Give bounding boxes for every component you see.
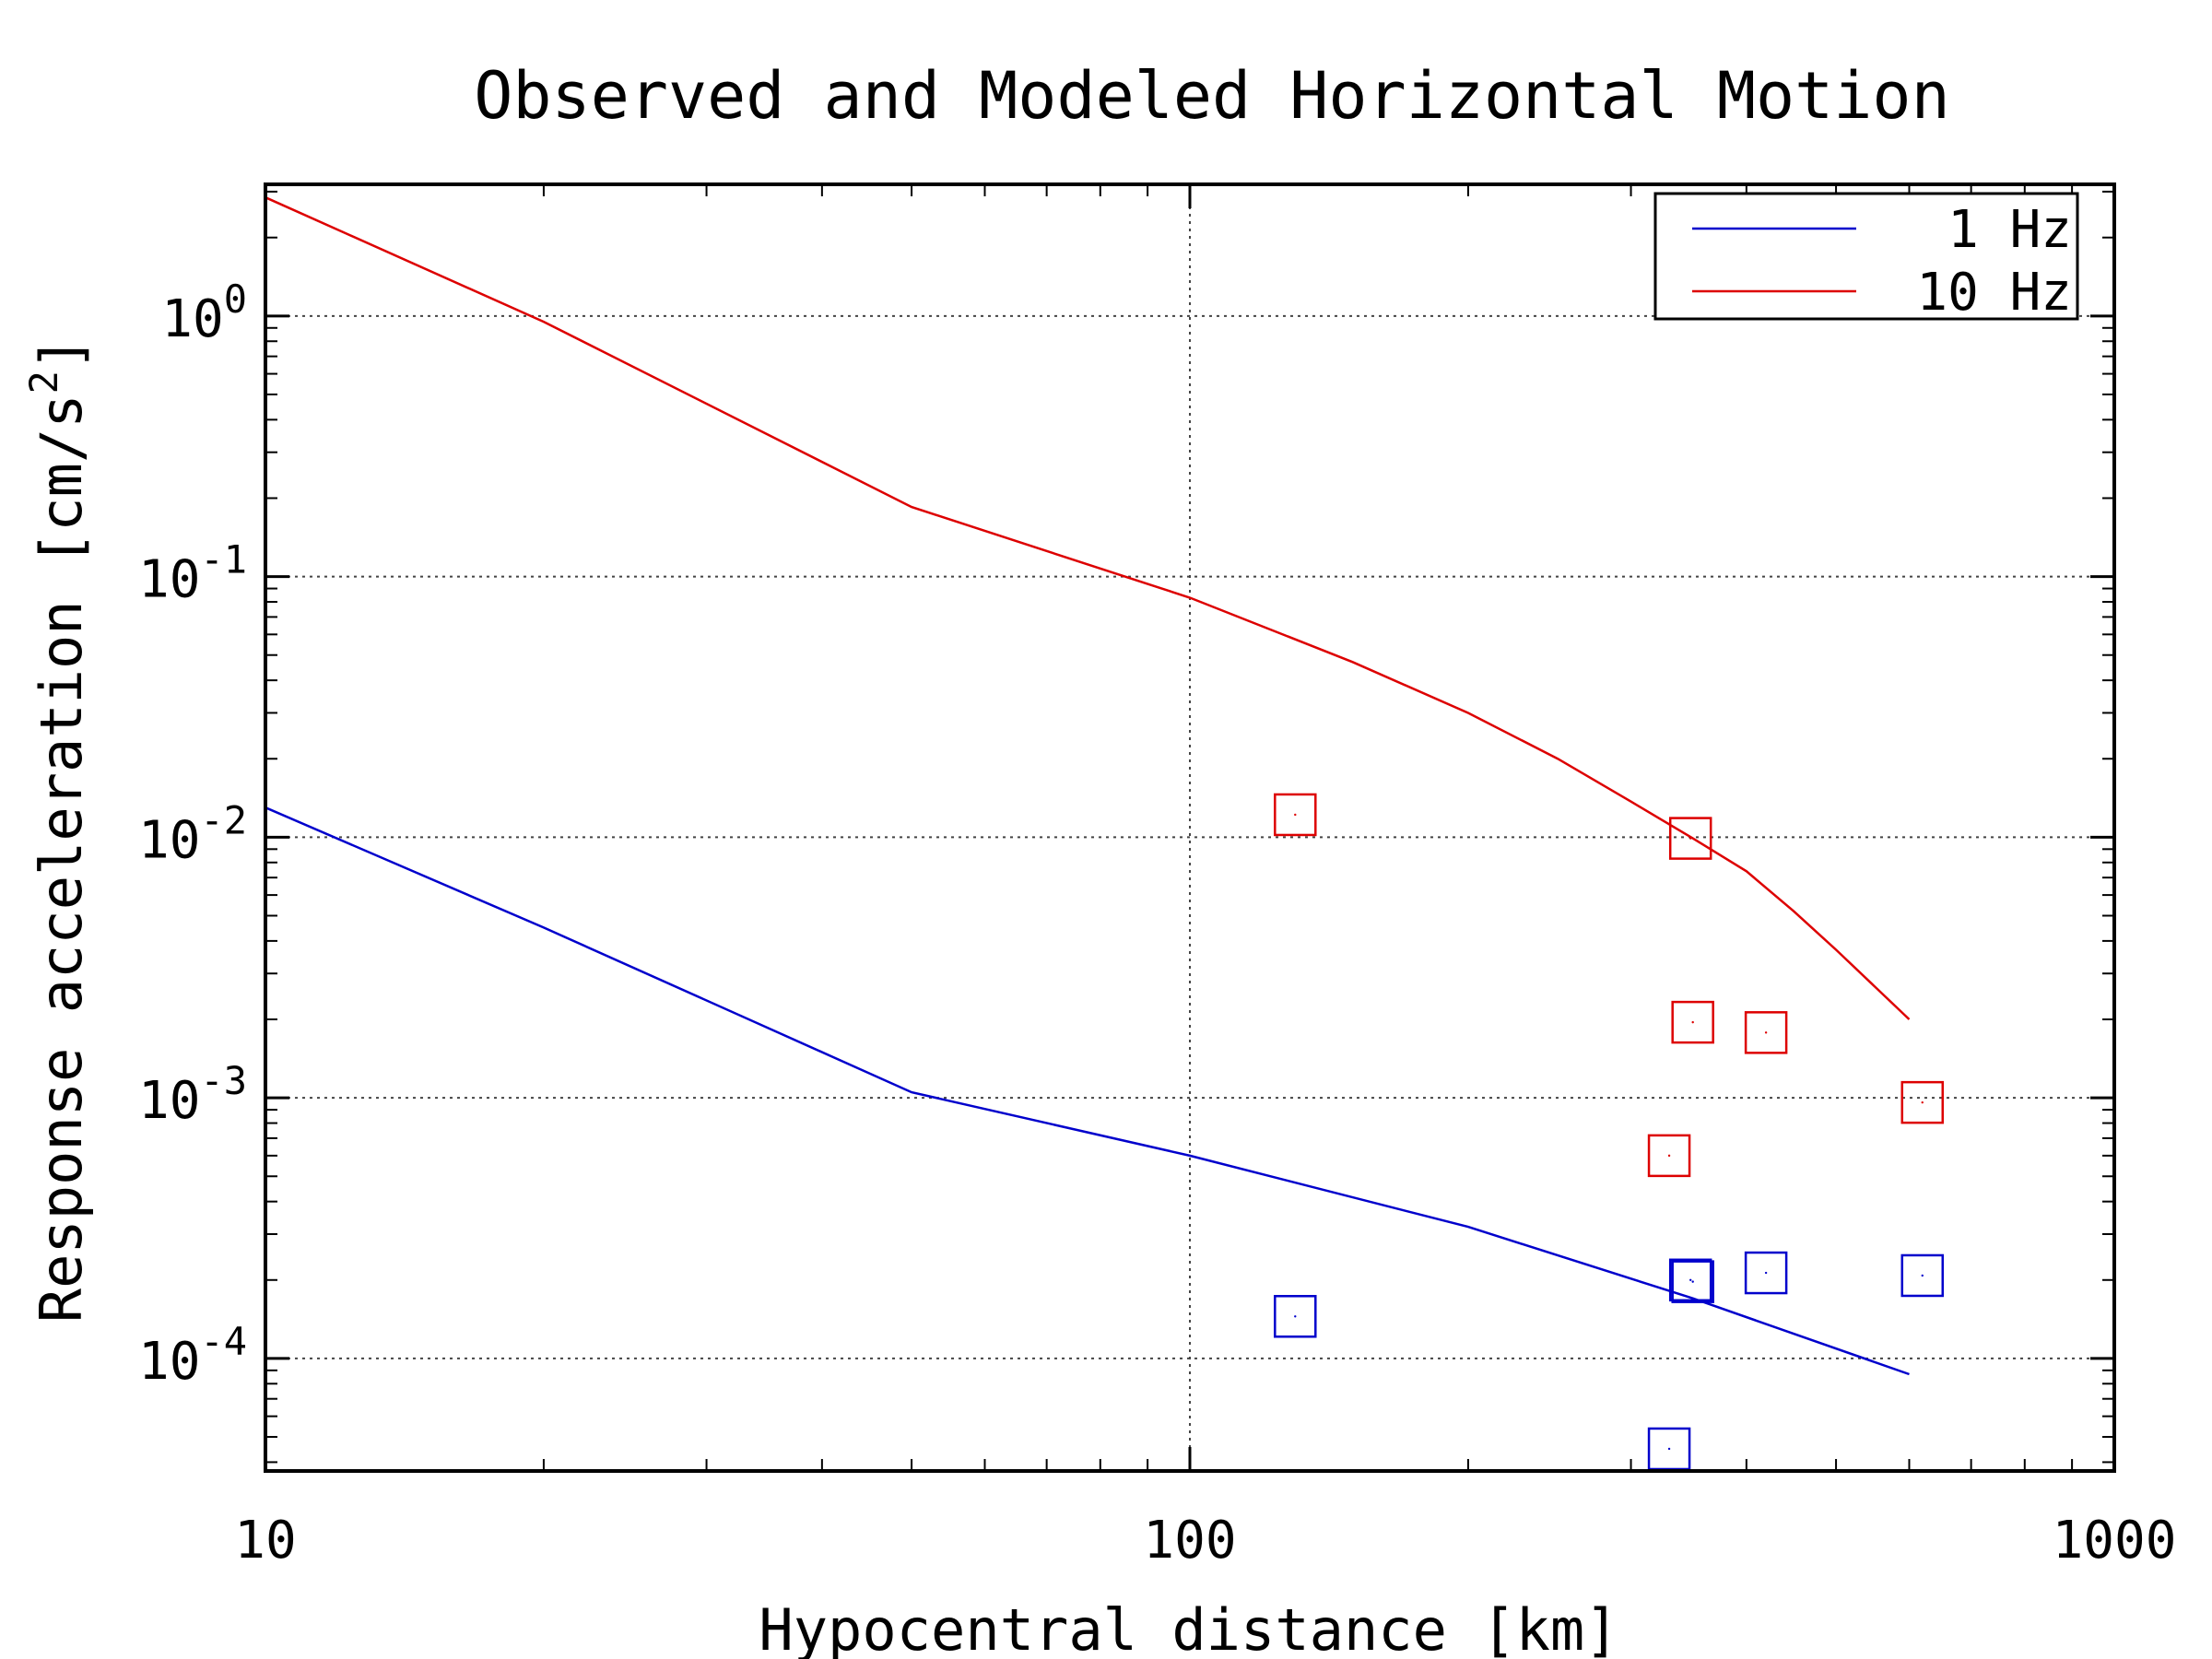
x-tick-labels: 10 100 1000 xyxy=(234,1511,2176,1571)
legend-box xyxy=(1653,192,2079,321)
y-tick-base: 10 xyxy=(138,550,200,610)
observed-point-1-4 xyxy=(1900,1253,1945,1298)
observed-point-center-1-3 xyxy=(1764,1271,1768,1275)
observed-point-center-1-4 xyxy=(1921,1274,1924,1277)
observed-point-0-5 xyxy=(1900,1080,1945,1124)
series-line-0 xyxy=(265,806,1910,1376)
y-tick-exponent: -2 xyxy=(200,797,247,842)
observed-point-1-2 xyxy=(1671,1260,1714,1303)
x-tick-label-0: 10 xyxy=(234,1511,296,1571)
y-tick-exponent: -4 xyxy=(200,1319,247,1364)
grid-lines xyxy=(265,184,2114,1471)
observed-point-center-0-0 xyxy=(1294,813,1297,817)
observed-point-center-1-5 xyxy=(1667,1447,1671,1451)
observed-point-center-0-2 xyxy=(1691,1020,1694,1024)
plot-frame xyxy=(264,182,2116,1473)
x-tick-label-2: 1000 xyxy=(2053,1511,2177,1571)
y-tick-exponent: -3 xyxy=(200,1058,247,1103)
observed-point-center-1-1 xyxy=(1689,1278,1692,1281)
y-axis-label-exp: 2 xyxy=(21,371,66,394)
y-tick-label-3: 10-3 xyxy=(138,1058,247,1131)
observed-point-center-0-5 xyxy=(1921,1100,1924,1104)
observed-point-0-3 xyxy=(1744,1011,1788,1054)
y-axis-label-close: ] xyxy=(28,336,95,371)
observed-point-center-1-0 xyxy=(1294,1315,1297,1318)
y-tick-label-1: 10-1 xyxy=(138,537,247,610)
observed-point-0-4 xyxy=(1647,1134,1691,1178)
y-axis-label-main: Response acceleration [cm/s xyxy=(28,394,95,1323)
chart-title: Observed and Modeled Horizontal Motion xyxy=(474,58,1949,134)
y-tick-base: 10 xyxy=(161,289,223,349)
observed-point-0-2 xyxy=(1671,1000,1714,1044)
observed-point-1-0 xyxy=(1274,1295,1317,1338)
legend-label-1: 10 Hz xyxy=(1916,263,2072,323)
series-line-1 xyxy=(265,196,1911,1020)
observed-point-1-5 xyxy=(1647,1427,1691,1471)
y-tick-exponent: -1 xyxy=(200,537,247,582)
y-tick-base: 10 xyxy=(138,1071,200,1131)
observed-point-1-3 xyxy=(1744,1251,1788,1295)
minor-ticks xyxy=(264,184,2116,1471)
observed-point-center-0-3 xyxy=(1764,1031,1768,1034)
y-tick-base: 10 xyxy=(138,1332,200,1392)
observed-point-center-0-4 xyxy=(1667,1154,1671,1158)
y-tick-label-0: 100 xyxy=(161,276,247,349)
observed-point-center-1-2 xyxy=(1691,1280,1694,1283)
observed-point-0-1 xyxy=(1668,817,1712,860)
y-tick-label-4: 10-4 xyxy=(138,1319,247,1392)
y-tick-exponent: 0 xyxy=(224,276,247,322)
y-tick-base: 10 xyxy=(138,810,200,870)
x-axis-label: Hypocentral distance [km] xyxy=(759,1596,1618,1659)
series-lines xyxy=(265,196,1911,1376)
observed-points xyxy=(1274,793,1945,1471)
y-axis-label: Response acceleration [cm/s2] xyxy=(21,336,95,1323)
observed-point-1-1 xyxy=(1668,1258,1712,1302)
observed-point-center-0-1 xyxy=(1689,837,1692,840)
observed-point-0-0 xyxy=(1274,793,1317,837)
x-tick-label-1: 100 xyxy=(1143,1511,1236,1571)
legend-label-0: 1 Hz xyxy=(1947,200,2072,260)
y-tick-label-2: 10-2 xyxy=(138,797,247,870)
